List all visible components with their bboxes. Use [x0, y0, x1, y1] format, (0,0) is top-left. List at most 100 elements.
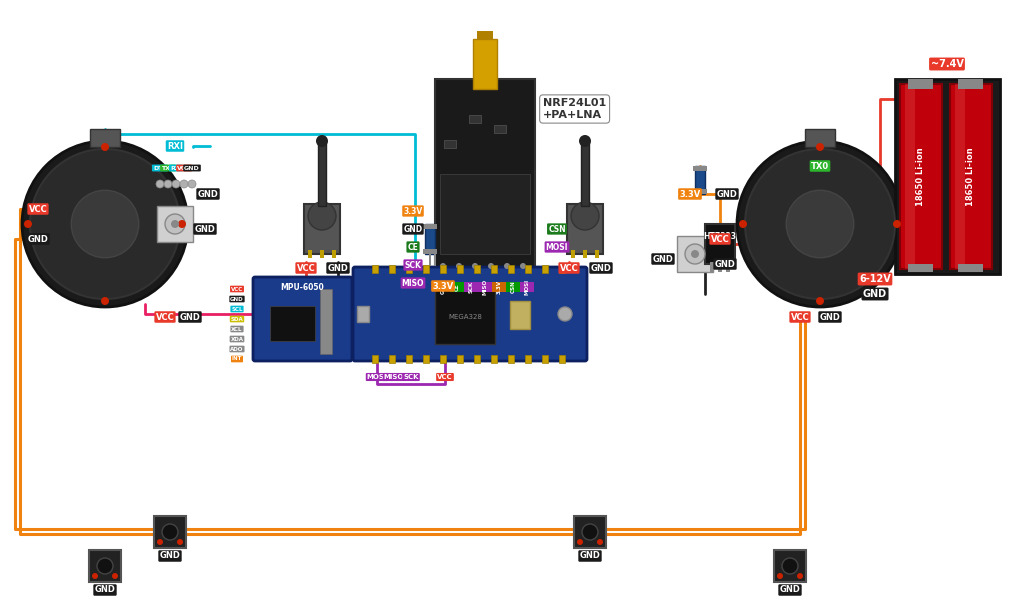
Bar — [154, 516, 186, 548]
Bar — [510, 301, 530, 329]
Text: TXO: TXO — [161, 166, 175, 171]
Bar — [440, 355, 446, 363]
Text: CE: CE — [408, 243, 419, 252]
Circle shape — [172, 180, 180, 188]
Bar — [440, 174, 530, 254]
Circle shape — [440, 263, 446, 269]
Bar — [89, 550, 121, 582]
Text: 3.3V: 3.3V — [403, 206, 423, 216]
Text: GND: GND — [184, 166, 200, 171]
Text: MISO: MISO — [384, 374, 404, 380]
Text: SCK: SCK — [469, 281, 473, 293]
Circle shape — [597, 539, 603, 545]
Circle shape — [97, 558, 113, 574]
Bar — [372, 265, 378, 273]
Text: GND: GND — [863, 289, 887, 299]
Circle shape — [101, 297, 109, 305]
Circle shape — [165, 214, 185, 234]
Text: CSN: CSN — [511, 281, 515, 293]
Text: M: M — [791, 206, 813, 226]
Bar — [332, 250, 336, 258]
Bar — [423, 355, 429, 363]
Text: 3.3V: 3.3V — [679, 190, 700, 198]
Circle shape — [520, 263, 526, 269]
Bar — [435, 289, 495, 344]
Text: MOSI: MOSI — [524, 279, 529, 295]
Text: TX0: TX0 — [811, 161, 829, 171]
Circle shape — [739, 220, 746, 228]
Bar — [477, 31, 493, 39]
Text: GND: GND — [94, 586, 116, 594]
Bar — [525, 265, 531, 273]
Text: HT7333: HT7333 — [703, 231, 736, 241]
Text: MISO: MISO — [401, 279, 424, 287]
Circle shape — [456, 263, 462, 269]
Bar — [372, 355, 378, 363]
Text: MPU-6050: MPU-6050 — [281, 282, 324, 292]
Text: XDA: XDA — [230, 336, 244, 341]
Text: GND: GND — [715, 260, 735, 268]
Text: DTR: DTR — [153, 166, 167, 171]
Bar — [357, 306, 369, 322]
Text: GND: GND — [198, 190, 218, 198]
Text: GND: GND — [230, 297, 244, 301]
Bar — [695, 166, 705, 194]
Circle shape — [178, 220, 186, 228]
Text: VCC: VCC — [711, 235, 729, 244]
Circle shape — [112, 573, 118, 579]
Bar — [905, 84, 915, 269]
Circle shape — [691, 250, 699, 258]
Bar — [908, 264, 933, 272]
Text: MOSI: MOSI — [546, 243, 568, 252]
Text: GND: GND — [580, 551, 600, 561]
Text: 3.3V: 3.3V — [497, 280, 502, 294]
Circle shape — [472, 263, 478, 269]
Circle shape — [156, 180, 164, 188]
Bar — [490, 355, 497, 363]
Bar — [726, 262, 730, 272]
Circle shape — [504, 263, 510, 269]
Bar — [469, 115, 481, 123]
Text: CSN: CSN — [548, 225, 566, 233]
Text: RXI: RXI — [167, 141, 183, 150]
Circle shape — [164, 180, 172, 188]
Bar — [705, 224, 735, 264]
Circle shape — [737, 141, 903, 307]
Circle shape — [782, 558, 798, 574]
Circle shape — [171, 220, 179, 228]
Bar — [270, 306, 315, 341]
Text: How To: How To — [815, 198, 865, 211]
Bar — [490, 265, 497, 273]
Bar — [710, 262, 714, 272]
Circle shape — [786, 190, 854, 258]
Bar — [478, 282, 492, 292]
Text: SDA: SDA — [230, 316, 244, 322]
Bar — [429, 253, 431, 266]
Bar — [958, 79, 983, 89]
Bar — [406, 355, 412, 363]
Circle shape — [30, 149, 180, 299]
Circle shape — [745, 149, 895, 299]
Bar — [90, 129, 120, 147]
Bar — [774, 550, 806, 582]
Bar — [457, 355, 463, 363]
Text: SCL: SCL — [231, 306, 243, 311]
Bar — [677, 236, 713, 272]
Bar — [389, 355, 395, 363]
Text: MEGA328: MEGA328 — [449, 314, 482, 320]
Circle shape — [784, 198, 820, 234]
Bar — [321, 289, 332, 354]
Bar — [464, 282, 478, 292]
Bar — [559, 265, 565, 273]
Bar — [693, 166, 707, 171]
Circle shape — [558, 307, 572, 321]
Bar — [506, 282, 520, 292]
Bar — [567, 204, 603, 254]
Bar — [595, 250, 599, 258]
Bar — [457, 265, 463, 273]
Bar — [900, 84, 942, 269]
Text: GND: GND — [28, 235, 48, 244]
Bar — [308, 250, 312, 258]
Bar — [423, 249, 437, 254]
Text: GND: GND — [160, 551, 180, 561]
